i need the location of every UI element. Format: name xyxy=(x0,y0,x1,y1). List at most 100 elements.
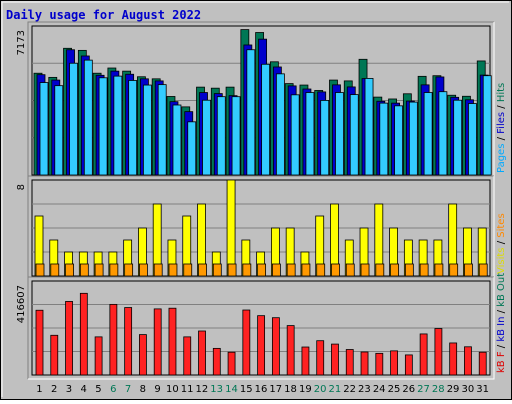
bar-hits-pages-1 xyxy=(39,82,49,176)
bar-visits-sites-26 xyxy=(404,263,414,277)
bar-visits-sites-11 xyxy=(183,263,193,277)
bar-kbytes-kb-f-11 xyxy=(183,336,192,376)
bar-hits-pages-8 xyxy=(143,84,152,176)
bar-kbytes-kb-f-28 xyxy=(434,328,443,376)
bar-hits-pages-23 xyxy=(364,78,374,176)
legend-item-files: Files xyxy=(496,112,507,134)
bar-kbytes-kb-f-25 xyxy=(390,350,398,376)
bar-hits-pages-7 xyxy=(128,80,138,176)
x-tick-label-13: 13 xyxy=(210,384,223,395)
legend-hits: Pages / Files / Hits xyxy=(496,83,507,173)
bar-hits-pages-11 xyxy=(187,121,197,176)
bar-hits-pages-31 xyxy=(482,75,492,176)
max-label-kbytes: 416607 xyxy=(16,285,27,323)
x-tick-label-19: 19 xyxy=(299,384,312,395)
legend-item-kb-f: kB F xyxy=(496,351,507,373)
bar-kbytes-kb-f-1 xyxy=(35,309,44,376)
bar-visits-sites-25 xyxy=(390,263,399,277)
x-tick-label-4: 4 xyxy=(81,384,87,395)
bar-visits-sites-2 xyxy=(50,263,60,277)
bar-visits-sites-13 xyxy=(212,263,222,277)
bar-visits-sites-23 xyxy=(360,263,370,277)
panel-kbytes-shadow xyxy=(27,276,494,379)
bar-visits-sites-16 xyxy=(257,263,267,277)
bar-hits-pages-6 xyxy=(113,75,123,176)
bar-kbytes-kb-f-2 xyxy=(50,334,59,376)
x-tick-label-18: 18 xyxy=(284,384,297,395)
bar-visits-sites-8 xyxy=(139,263,148,277)
x-tick-label-26: 26 xyxy=(402,384,415,395)
bar-hits-pages-2 xyxy=(54,85,64,176)
bar-hits-pages-19 xyxy=(305,92,315,176)
x-tick-label-15: 15 xyxy=(240,384,253,395)
bar-visits-sites-6 xyxy=(109,263,119,277)
bar-visits-sites-27 xyxy=(419,263,429,277)
x-tick-label-6: 6 xyxy=(110,384,116,395)
bar-hits-pages-16 xyxy=(261,63,271,176)
bar-visits-sites-28 xyxy=(434,263,444,277)
x-tick-label-27: 27 xyxy=(417,384,430,395)
bar-kbytes-kb-f-21 xyxy=(331,343,339,376)
bar-hits-pages-9 xyxy=(157,84,167,176)
bar-hits-pages-14 xyxy=(231,96,241,176)
bar-kbytes-kb-f-10 xyxy=(168,307,177,376)
bar-hits-pages-5 xyxy=(98,77,108,176)
legend-separator: / xyxy=(496,102,507,112)
legend-item-visits: Visits xyxy=(496,247,507,274)
bar-kbytes-kb-f-3 xyxy=(65,301,73,376)
bar-hits-pages-4 xyxy=(83,59,93,176)
x-tick-label-5: 5 xyxy=(95,384,101,395)
x-tick-label-16: 16 xyxy=(255,384,268,395)
x-tick-label-10: 10 xyxy=(166,384,179,395)
bar-kbytes-kb-f-4 xyxy=(79,292,88,376)
legend-separator: / xyxy=(496,238,507,248)
bar-visits-sites-9 xyxy=(153,263,163,277)
bar-visits-sites-17 xyxy=(271,263,281,277)
bar-kbytes-kb-f-31 xyxy=(478,351,487,376)
legend-separator: / xyxy=(496,134,507,144)
outer-highlight xyxy=(1,1,509,397)
bar-hits-pages-30 xyxy=(468,103,477,176)
bar-hits-pages-25 xyxy=(394,105,403,176)
legend-kbytes: kB F / kB In / kB Out xyxy=(496,273,507,373)
bar-hits-pages-20 xyxy=(320,100,330,176)
x-tick-label-24: 24 xyxy=(373,384,386,395)
bar-kbytes-kb-f-18 xyxy=(286,325,295,376)
panel-hits-shadow xyxy=(27,21,494,179)
panel-visits-shadow xyxy=(27,175,494,280)
bar-visits-sites-15 xyxy=(242,263,252,277)
bar-hits-pages-26 xyxy=(408,101,418,176)
panel-kbytes-highlight xyxy=(28,277,495,380)
x-tick-label-23: 23 xyxy=(358,384,371,395)
bar-visits-sites-20 xyxy=(316,263,326,277)
x-tick-label-8: 8 xyxy=(140,384,146,395)
bar-kbytes-kb-f-20 xyxy=(316,340,325,376)
bar-kbytes-kb-f-5 xyxy=(94,336,103,376)
legend-separator: / xyxy=(496,307,507,317)
x-tick-label-1: 1 xyxy=(36,384,42,395)
x-tick-label-21: 21 xyxy=(329,384,342,395)
bar-kbytes-kb-f-17 xyxy=(271,317,280,376)
bar-kbytes-kb-f-29 xyxy=(449,342,458,376)
bar-visits-sites-7 xyxy=(124,263,134,277)
legend-item-pages: Pages xyxy=(496,144,507,173)
x-tick-label-11: 11 xyxy=(181,384,194,395)
bar-visits-sites-12 xyxy=(198,263,207,277)
bar-kbytes-kb-f-15 xyxy=(242,309,251,376)
legend-separator: / xyxy=(496,342,507,352)
legend-item-sites: Sites xyxy=(496,213,507,237)
bar-visits-sites-18 xyxy=(286,263,296,277)
x-tick-label-22: 22 xyxy=(343,384,356,395)
bar-hits-pages-22 xyxy=(349,94,359,176)
x-tick-label-20: 20 xyxy=(314,384,327,395)
bar-kbytes-kb-f-12 xyxy=(198,330,206,376)
bar-kbytes-kb-f-26 xyxy=(404,354,413,376)
bar-kbytes-kb-f-8 xyxy=(139,334,147,376)
x-tick-label-25: 25 xyxy=(388,384,401,395)
x-tick-label-2: 2 xyxy=(51,384,57,395)
bar-kbytes-kb-f-13 xyxy=(212,347,221,376)
legend-item-kb-out: kB Out xyxy=(496,273,507,307)
bar-kbytes-kb-f-30 xyxy=(464,346,472,376)
